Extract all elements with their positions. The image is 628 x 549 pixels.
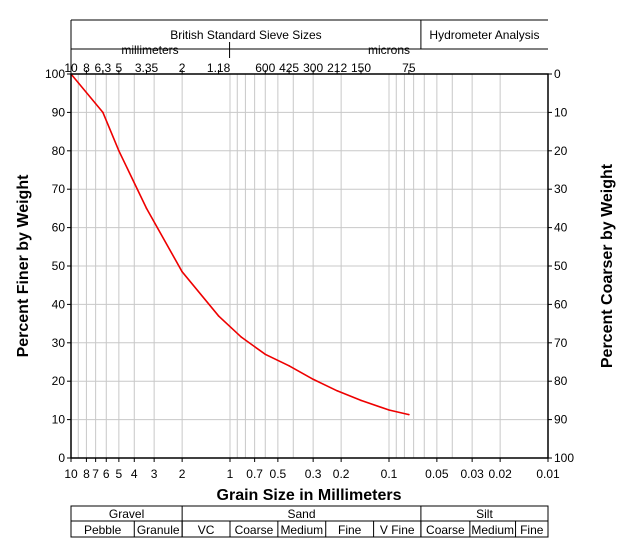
y-tick-label: 10 xyxy=(52,413,66,427)
sieve-tick-label: 2 xyxy=(179,61,186,75)
y-tick-right-label: 90 xyxy=(554,413,568,427)
y-tick-label: 80 xyxy=(52,144,66,158)
subclass-label: Fine xyxy=(338,523,362,537)
grain-class-table: Gravel Sand Silt Pebble Granule VC Coarse Mediu… xyxy=(70,505,549,538)
x-tick-label: 1 xyxy=(227,467,234,481)
subclass-label: V Fine xyxy=(380,523,415,537)
data-point xyxy=(388,409,390,411)
data-point xyxy=(181,270,183,273)
sieve-tick-label: 3.35 xyxy=(135,61,159,75)
y-tick-right-label: 60 xyxy=(554,297,568,311)
data-series xyxy=(70,73,410,416)
data-point xyxy=(217,315,220,317)
x-tick-label: 0.01 xyxy=(536,467,560,481)
y-tick-label: 20 xyxy=(52,374,66,388)
y-tick-right-label: 20 xyxy=(554,144,568,158)
data-point xyxy=(240,336,243,338)
y-tick-right-label: 10 xyxy=(554,105,568,119)
hydrometer-title: Hydrometer Analysis xyxy=(429,28,539,42)
y-tick-right-label: 50 xyxy=(554,259,568,273)
data-point xyxy=(336,390,338,392)
y-tick-right-label: 80 xyxy=(554,374,568,388)
x-tick-label: 0.5 xyxy=(270,467,287,481)
sieve-tick-label: 600 xyxy=(255,61,275,75)
subclass-label: Coarse xyxy=(235,523,274,537)
x-tick-label: 0.05 xyxy=(425,467,449,481)
y-axis-label: Percent Finer by Weight xyxy=(15,174,32,358)
y-tick-label: 70 xyxy=(52,182,66,196)
x-tick-label: 10 xyxy=(64,467,78,481)
x-tick-label: 4 xyxy=(131,467,138,481)
subclass-label: Pebble xyxy=(84,523,122,537)
x-tick-label: 0.2 xyxy=(333,467,350,481)
data-point xyxy=(360,399,362,402)
data-point xyxy=(312,378,314,381)
millimeters-label: millimeters xyxy=(121,43,178,57)
x-tick-label: 0.02 xyxy=(488,467,512,481)
x-axis-label: Grain Size in Millimeters xyxy=(217,487,402,504)
x-tick-label: 0.3 xyxy=(305,467,322,481)
sieve-tick-label: 425 xyxy=(279,61,299,75)
subclass-label: Medium xyxy=(280,523,323,537)
x-tick-label: 2 xyxy=(179,467,186,481)
sieve-tick-label: 6.3 xyxy=(95,61,112,75)
sieve-header: British Standard Sieve Sizes Hydrometer A… xyxy=(64,19,548,75)
subclass-label: Fine xyxy=(520,523,544,537)
grid-lines xyxy=(71,74,549,458)
microns-label: microns xyxy=(368,43,410,57)
y-tick-right-label: 100 xyxy=(554,451,574,465)
y-tick-label: 0 xyxy=(58,451,65,465)
data-point xyxy=(288,365,290,367)
subclass-label: Coarse xyxy=(426,523,465,537)
subclass-label: VC xyxy=(198,523,215,537)
x-tick-label: 3 xyxy=(151,467,158,481)
y-tick-right-label: 30 xyxy=(554,182,568,196)
sieve-tick-label: 150 xyxy=(351,61,371,75)
x-tick-label: 5 xyxy=(116,467,123,481)
class-group-label: Silt xyxy=(476,507,493,521)
axes: 0102030405060708090100100908070605040302… xyxy=(45,67,574,481)
subclass-label: Granule xyxy=(137,523,180,537)
y-tick-label: 60 xyxy=(52,221,66,235)
data-point xyxy=(145,207,148,210)
x-tick-label: 6 xyxy=(103,467,110,481)
sieve-tick-label: 8 xyxy=(83,61,90,75)
sieve-tick-label: 212 xyxy=(327,61,347,75)
sieve-title: British Standard Sieve Sizes xyxy=(170,28,321,42)
x-tick-label: 0.03 xyxy=(460,467,484,481)
sieve-tick-label: 5 xyxy=(116,61,123,75)
y-tick-right-label: 0 xyxy=(554,67,561,81)
sieve-tick-label: 75 xyxy=(402,61,416,75)
data-point xyxy=(102,111,104,114)
y-tick-right-label: 40 xyxy=(554,221,568,235)
y-tick-label: 40 xyxy=(52,297,66,311)
sieve-tick-label: 1.18 xyxy=(207,61,231,75)
y-tick-right-label: 70 xyxy=(554,336,568,350)
y-tick-label: 100 xyxy=(45,67,65,81)
series-line xyxy=(70,73,410,416)
x-tick-label: 8 xyxy=(83,467,90,481)
data-point xyxy=(264,353,267,356)
y-axis-right-label: Percent Coarser by Weight xyxy=(599,163,616,368)
x-tick-label: 0.1 xyxy=(381,467,398,481)
x-tick-label: 7 xyxy=(92,467,99,481)
sieve-tick-label: 300 xyxy=(303,61,323,75)
sieve-tick-label: 10 xyxy=(64,61,78,75)
data-point xyxy=(118,150,120,152)
y-tick-label: 30 xyxy=(52,336,66,350)
x-tick-label: 0.7 xyxy=(246,467,263,481)
axis-labels: Grain Size in Millimeters Percent Finer b… xyxy=(15,163,616,504)
data-point xyxy=(408,413,410,416)
y-tick-label: 90 xyxy=(52,105,66,119)
y-tick-label: 50 xyxy=(52,259,66,273)
subclass-label: Medium xyxy=(471,523,514,537)
class-group-label: Gravel xyxy=(109,507,144,521)
class-group-label: Sand xyxy=(288,507,316,521)
